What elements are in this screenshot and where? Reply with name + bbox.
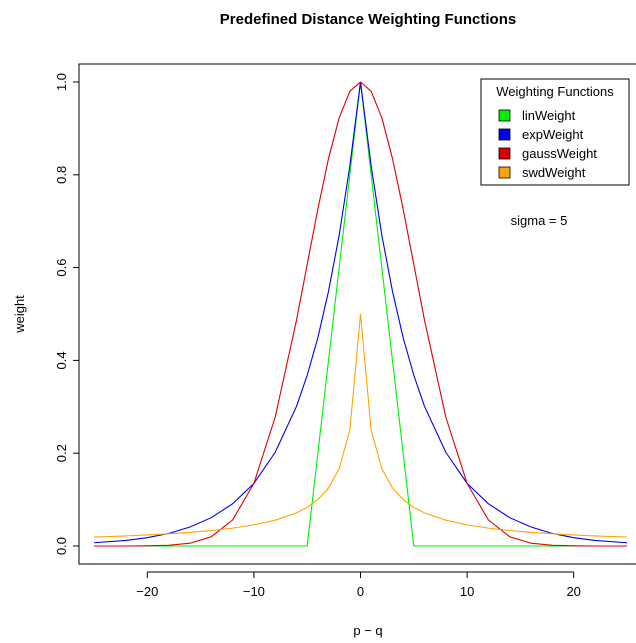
x-tick-label: 10	[460, 584, 474, 599]
y-tick-label: 0.2	[54, 444, 69, 462]
legend-label-gaussWeight: gaussWeight	[522, 146, 597, 161]
legend-items: linWeight expWeight gaussWeight swdWeight	[498, 108, 597, 180]
y-axis: 0.0 0.2 0.4 0.6 0.8 1.0	[54, 73, 80, 555]
legend-swatch-linWeight	[498, 109, 511, 122]
legend-title: Weighting Functions	[496, 84, 614, 99]
x-tick-label: 0	[357, 584, 364, 599]
legend-swatch-gaussWeight	[498, 147, 511, 160]
legend: Weighting Functions linWeight expWeight ga…	[480, 78, 630, 186]
chart-title: Predefined Distance Weighting Functions	[220, 11, 516, 28]
series-line-swdWeight	[93, 313, 628, 538]
legend-label-linWeight: linWeight	[522, 108, 576, 123]
plot-area: −20 −10 0 10 20 0.0 0.2 0.4 0.6 0.8 1.0	[54, 63, 636, 599]
y-tick-label: 0.8	[54, 166, 69, 184]
series-layer	[93, 81, 628, 547]
legend-label-expWeight: expWeight	[522, 127, 584, 142]
legend-swatch-expWeight	[498, 128, 511, 141]
y-tick-label: 0.4	[54, 351, 69, 369]
y-tick-label: 0.0	[54, 537, 69, 555]
x-axis-label: p − q	[353, 623, 382, 638]
y-axis-label: weight	[12, 295, 27, 334]
y-tick-label: 1.0	[54, 73, 69, 91]
series-line-gaussWeight	[94, 81, 627, 547]
x-axis: −20 −10 0 10 20	[136, 571, 581, 599]
legend-swatch-swdWeight	[498, 166, 511, 179]
x-tick-label: −20	[136, 584, 158, 599]
legend-label-swdWeight: swdWeight	[522, 165, 586, 180]
x-tick-label: 20	[566, 584, 580, 599]
y-tick-label: 0.6	[54, 259, 69, 277]
sigma-annotation: sigma = 5	[511, 213, 568, 228]
x-tick-label: −10	[243, 584, 265, 599]
